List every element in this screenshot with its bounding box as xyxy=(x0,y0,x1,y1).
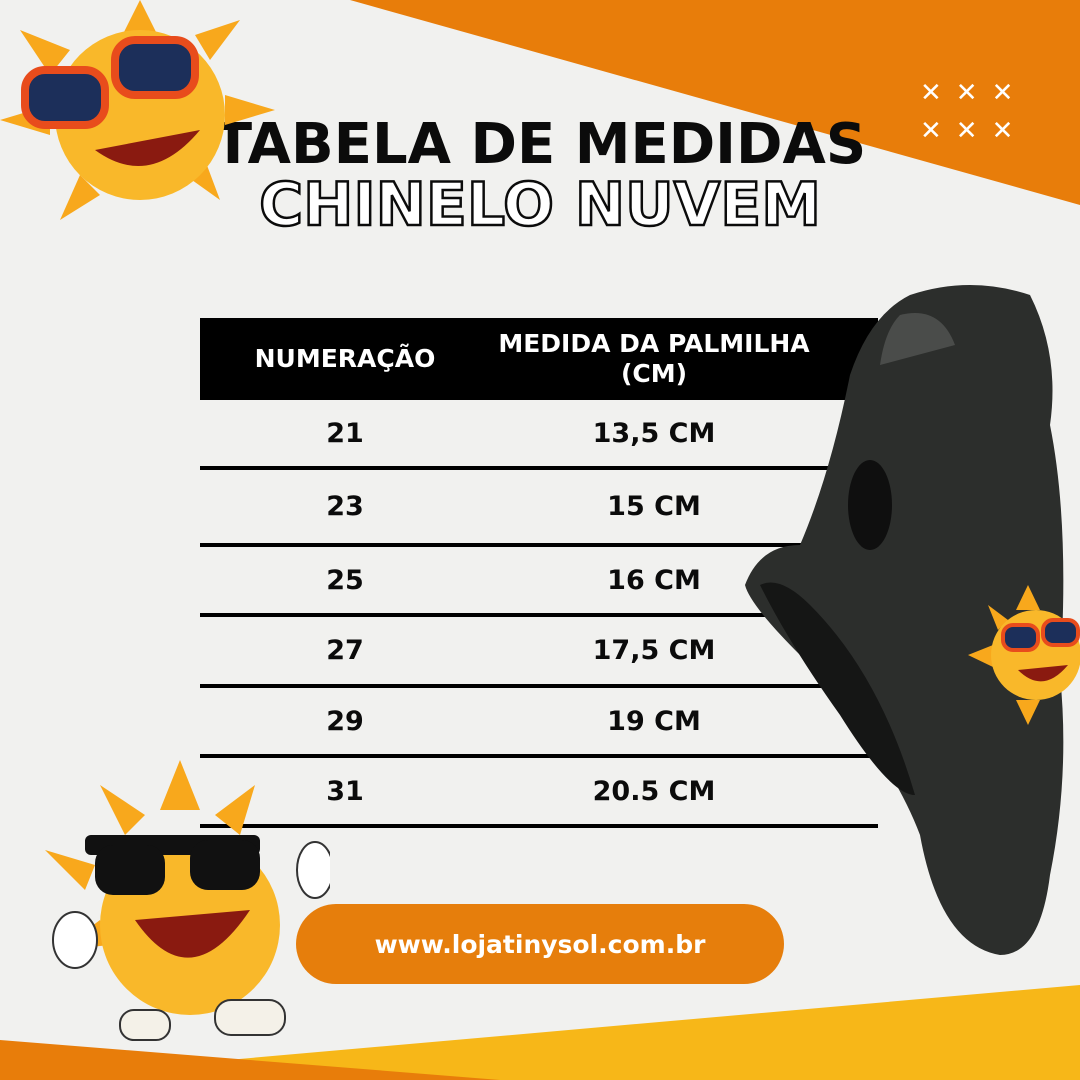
size-cell: 27 xyxy=(200,615,490,688)
yellow-bottom-shape xyxy=(0,985,1080,1080)
x-marks-decoration: ✕✕✕ ✕✕✕ xyxy=(920,78,1028,146)
size-cell: 31 xyxy=(200,756,490,828)
sun-mascot-icon xyxy=(0,0,275,220)
measure-cell: 19 CM xyxy=(490,686,878,758)
measure-cell: 20.5 CM xyxy=(490,756,878,828)
slipper-image xyxy=(745,285,1064,955)
page-subtitle: CHINELO NUVEM xyxy=(258,169,822,242)
column-header-medida: MEDIDA DA PALMILHA (CM) xyxy=(490,318,878,400)
sun-mascot-thumbs-up-icon xyxy=(45,760,330,1041)
table-row: 21 13,5 CM xyxy=(200,400,878,470)
size-cell: 25 xyxy=(200,545,490,617)
orange-corner-shape xyxy=(350,0,1080,205)
table-row: 29 19 CM xyxy=(200,686,878,758)
orange-bottom-shape xyxy=(0,1040,500,1080)
size-cell: 29 xyxy=(200,686,490,758)
measure-cell: 13,5 CM xyxy=(490,400,878,470)
size-table: NUMERAÇÃO MEDIDA DA PALMILHA (CM) 21 13,5… xyxy=(200,318,878,828)
size-cell: 21 xyxy=(200,400,490,470)
size-cell: 23 xyxy=(200,468,490,547)
small-sun-icon xyxy=(968,585,1080,725)
table-header-row: NUMERAÇÃO MEDIDA DA PALMILHA (CM) xyxy=(200,318,878,400)
page-title: TABELA DE MEDIDAS xyxy=(213,112,867,177)
column-header-numeracao: NUMERAÇÃO xyxy=(200,318,490,400)
table-row: 31 20.5 CM xyxy=(200,756,878,828)
store-url-button[interactable]: www.lojatinysol.com.br xyxy=(296,904,784,984)
table-row: 27 17,5 CM xyxy=(200,615,878,688)
